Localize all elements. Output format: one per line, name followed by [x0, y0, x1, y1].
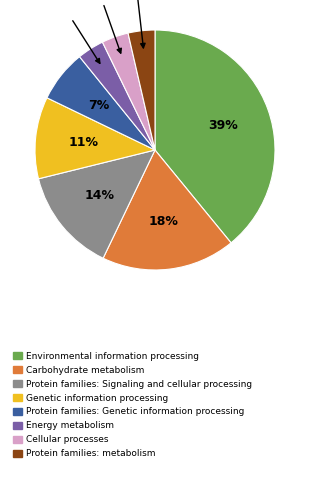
Wedge shape	[102, 33, 155, 150]
Wedge shape	[103, 150, 231, 270]
Wedge shape	[80, 42, 155, 150]
Wedge shape	[35, 98, 155, 179]
Text: 14%: 14%	[84, 189, 114, 202]
Text: 39%: 39%	[208, 120, 238, 132]
Wedge shape	[155, 30, 275, 243]
Text: 11%: 11%	[69, 136, 98, 149]
Wedge shape	[38, 150, 155, 258]
Text: 18%: 18%	[149, 215, 179, 228]
Wedge shape	[128, 30, 155, 150]
Text: 7%: 7%	[88, 99, 109, 112]
Legend: Environmental information processing, Carbohydrate metabolism, Protein families:: Environmental information processing, Ca…	[11, 350, 254, 460]
Wedge shape	[47, 56, 155, 150]
